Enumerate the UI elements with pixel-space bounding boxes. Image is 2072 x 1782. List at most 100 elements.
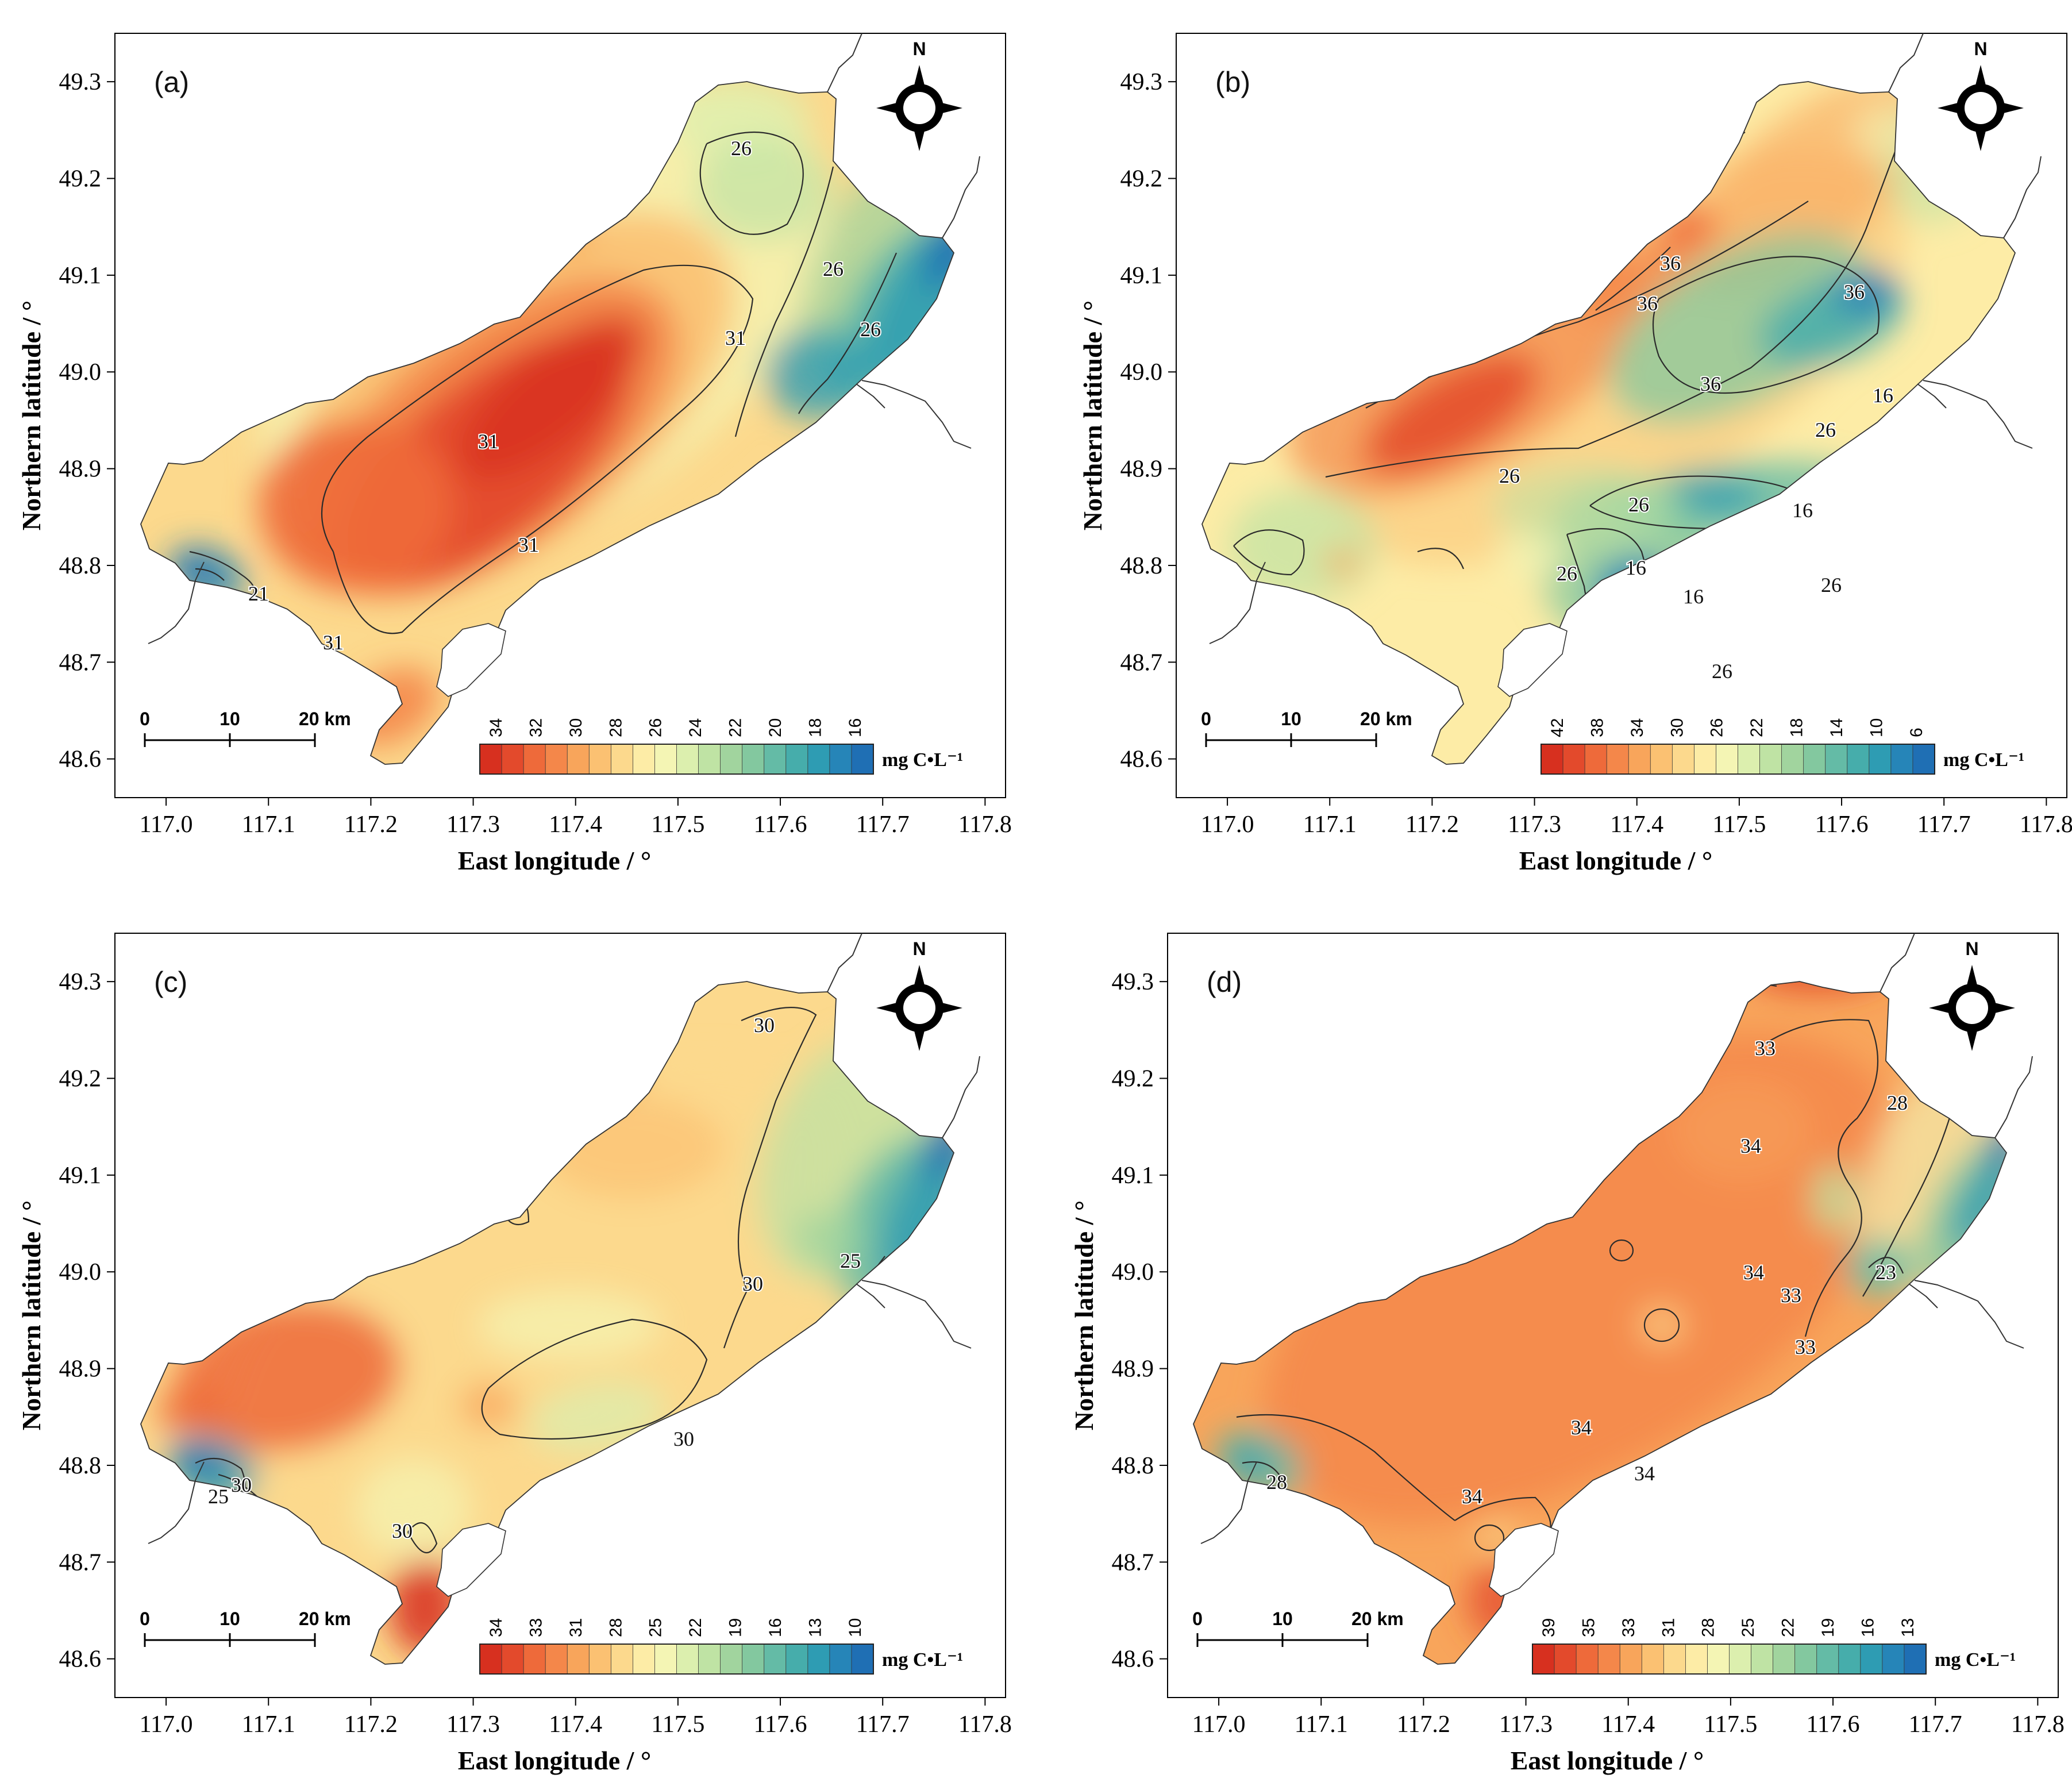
y-tick-label: 48.8	[59, 553, 102, 579]
scale-bar-label: 0	[1201, 709, 1211, 729]
colorbar-tick-label: 16	[1858, 1618, 1877, 1637]
y-tick-label: 49.1	[59, 263, 102, 289]
river-line	[942, 156, 980, 238]
contour-label: 23	[1875, 1261, 1896, 1284]
colorbar-swatch	[1825, 744, 1848, 775]
color-blob	[1831, 270, 1900, 316]
x-tick-label: 117.6	[1807, 1711, 1860, 1738]
y-tick-label: 48.9	[59, 1356, 102, 1383]
y-tick-label: 48.9	[59, 456, 102, 483]
y-tick-label: 49.2	[1120, 166, 1163, 193]
y-tick-label: 48.8	[59, 1453, 102, 1479]
colorbar-swatch	[698, 744, 721, 775]
y-tick-label: 49.2	[1112, 1066, 1154, 1092]
x-tick-label: 117.4	[549, 811, 602, 838]
contour-label: 34	[1571, 1416, 1592, 1439]
river-line	[1888, 33, 1924, 93]
contour-label: 25	[208, 1485, 229, 1508]
colorbar-tick-label: 20	[766, 718, 785, 737]
color-blob	[1326, 549, 1360, 578]
colorbar-swatch	[807, 1644, 830, 1675]
y-tick-label: 49.1	[1120, 263, 1163, 289]
colorbar-tick-label: 16	[846, 718, 865, 737]
x-tick-label: 117.3	[446, 1711, 500, 1738]
colorbar-swatch	[545, 744, 568, 775]
colorbar-unit: mg C•L⁻¹	[882, 1649, 963, 1671]
x-tick-label: 117.3	[1499, 1711, 1553, 1738]
contour-line	[1242, 1461, 1283, 1481]
contour-label: 28	[1887, 1091, 1908, 1114]
contour-label: 26	[1815, 418, 1836, 441]
colorbar-tick-label: 28	[606, 1618, 625, 1637]
scale-bar-label: 0	[140, 1608, 150, 1629]
river-line	[1209, 561, 1266, 644]
colorbar-tick-label: 16	[766, 1618, 785, 1637]
colorbar-swatch	[1847, 744, 1870, 775]
x-tick-label: 117.8	[2020, 811, 2072, 838]
colorbar-tick-label: 10	[846, 1618, 865, 1637]
map-panel: 31 31 31 31 26 26 26 21 (a) N 0 10 20 km 34 32 30 28 26 24…	[17, 33, 1012, 875]
colorbar-swatch	[479, 744, 502, 775]
y-tick-label: 48.7	[59, 649, 102, 676]
contour-line	[699, 132, 804, 235]
contour-label: 28	[1266, 1471, 1287, 1494]
contour-label: 26	[860, 318, 881, 341]
colorbar-swatch	[1707, 1644, 1730, 1675]
contour-line	[1652, 256, 1880, 394]
colorbar-tick-label: 26	[1708, 718, 1727, 737]
colorbar-tick-label: 6	[1907, 728, 1926, 737]
colorbar-tick-label: 28	[1699, 1618, 1718, 1637]
colorbar-swatch	[676, 744, 699, 775]
contour-line	[189, 551, 255, 595]
x-axis-title: East longitude / °	[458, 846, 652, 875]
colorbar-swatch	[1672, 744, 1695, 775]
contour-line	[321, 264, 754, 634]
north-arrow-icon: N	[1929, 938, 2015, 1051]
colorbar-swatch	[829, 744, 852, 775]
colorbar-tick-label: 22	[1779, 1618, 1798, 1637]
colorbar-tick-label: 39	[1539, 1618, 1558, 1637]
colorbar-swatch	[1781, 744, 1804, 775]
contour-label: 36	[1844, 280, 1865, 303]
river-line	[148, 1461, 205, 1544]
x-tick-label: 117.5	[651, 1711, 704, 1738]
contour-label: 34	[1743, 1261, 1764, 1284]
x-tick-label: 117.8	[2011, 1711, 2065, 1738]
lake-outline	[140, 981, 955, 1665]
colorbar-unit: mg C•L⁻¹	[1943, 749, 2024, 771]
colorbar: 39 35 33 31 28 25 22 19 16 13 mg C•L⁻¹	[1532, 1618, 2016, 1675]
color-blob	[477, 1291, 661, 1360]
north-arrow-icon: N	[1938, 39, 2024, 151]
lake-outline	[1193, 981, 2008, 1665]
contour-label: 31	[323, 631, 344, 654]
colorbar-tick-label: 22	[726, 718, 745, 737]
scale-bar-label: 10	[219, 709, 240, 729]
colorbar: 34 33 31 28 25 22 19 16 13 10 mg C•L⁻¹	[479, 1618, 963, 1675]
colorbar-tick-label: 19	[726, 1618, 745, 1637]
x-tick-label: 117.7	[1909, 1711, 1962, 1738]
contour-line	[407, 1522, 438, 1554]
scale-bar-label: 20 km	[1351, 1608, 1404, 1629]
x-tick-label: 117.0	[140, 811, 193, 838]
contour-line	[798, 252, 898, 414]
x-tick-label: 117.4	[1610, 811, 1663, 838]
color-blob	[1846, 1239, 1915, 1296]
river-line	[827, 933, 862, 992]
color-blob	[1365, 353, 1539, 474]
contour-line	[1474, 1524, 1505, 1552]
y-tick-label: 48.8	[1120, 553, 1163, 579]
contour-label: 30	[392, 1519, 413, 1542]
contour-label: 30	[231, 1473, 252, 1496]
colorbar-swatch	[588, 1644, 612, 1675]
colorbar-unit: mg C•L⁻¹	[882, 749, 963, 771]
colorbar-border	[479, 744, 874, 775]
colorbar-tick-label: 38	[1588, 718, 1607, 737]
x-tick-label: 117.5	[1712, 811, 1766, 838]
y-tick-label: 48.7	[1112, 1549, 1154, 1576]
river-line	[148, 561, 205, 644]
colorbar-tick-label: 31	[1659, 1618, 1678, 1637]
y-tick-label: 48.6	[59, 746, 102, 773]
north-label: N	[1965, 938, 1978, 959]
colorbar-swatch	[610, 744, 634, 775]
x-tick-label: 117.1	[1303, 811, 1357, 838]
